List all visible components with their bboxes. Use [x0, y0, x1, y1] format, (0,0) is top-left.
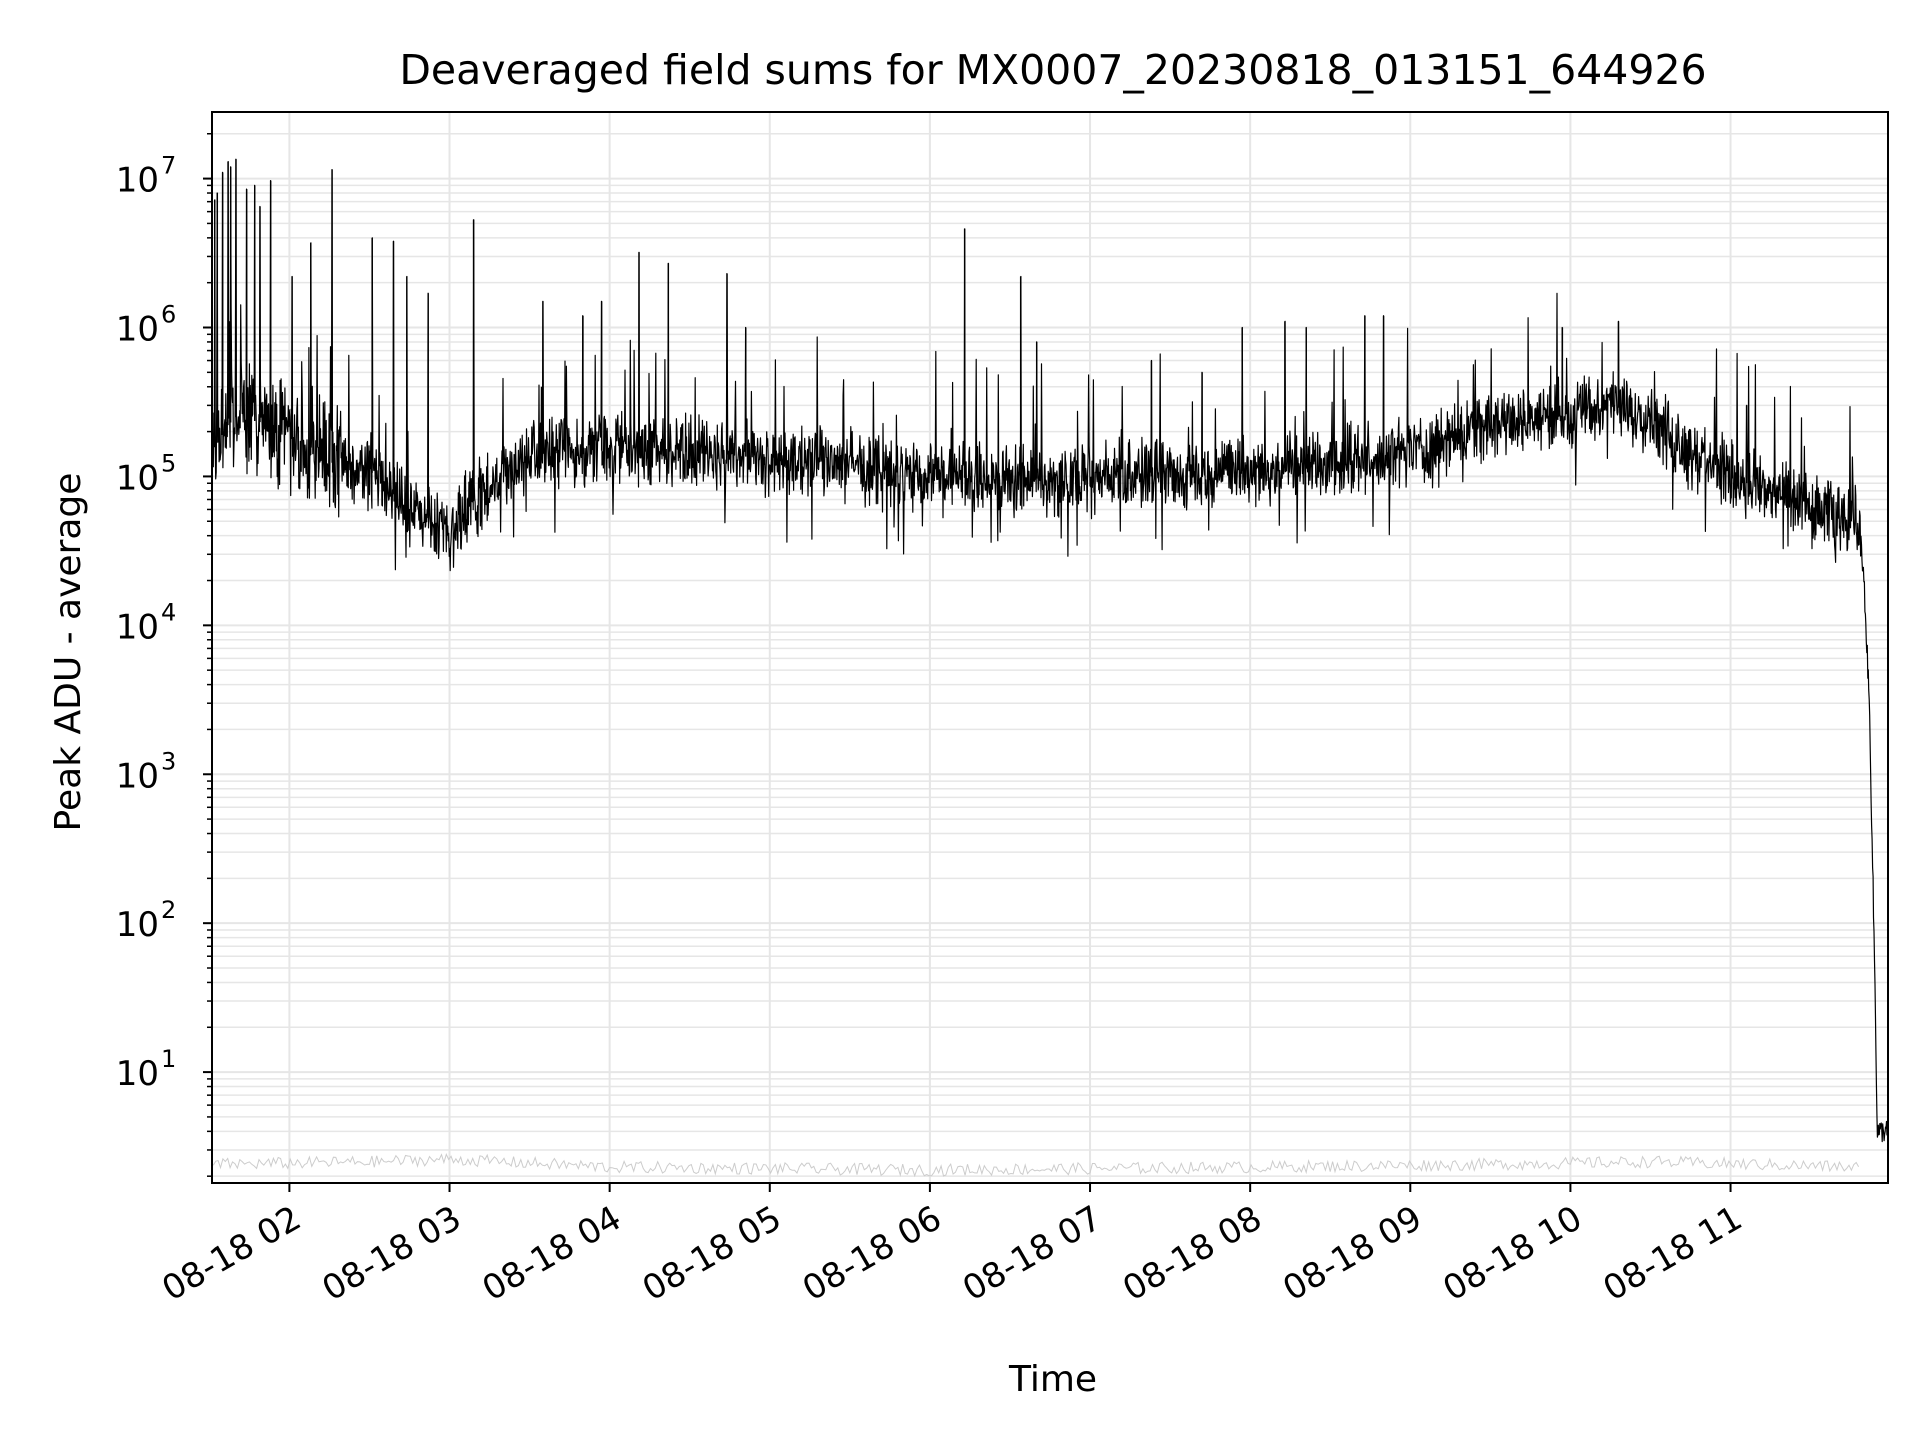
data-line-layer: [212, 158, 1889, 1178]
noise-floor-line: [212, 1152, 1860, 1178]
y-tick-label-exponent: 1: [161, 1045, 176, 1073]
y-tick-label-exponent: 6: [161, 301, 176, 329]
y-tick-label: 10: [116, 161, 159, 201]
y-tick-label-exponent: 2: [161, 896, 176, 924]
grid-layer: [212, 112, 1888, 1183]
y-tick-label: 10: [116, 905, 159, 945]
data-series-line: [212, 158, 1889, 1143]
chart-title: Deaveraged field sums for MX0007_2023081…: [399, 46, 1706, 94]
y-tick-label: 10: [116, 1054, 159, 1094]
y-tick-label: 10: [116, 607, 159, 647]
y-tick-label-exponent: 5: [161, 449, 176, 477]
y-tick-label: 10: [116, 756, 159, 796]
x-axis-label: Time: [1008, 1359, 1097, 1400]
y-tick-label: 10: [116, 310, 159, 350]
plot-frame: [211, 111, 1889, 1184]
y-tick-label-exponent: 3: [161, 747, 176, 775]
y-tick-label-exponent: 4: [161, 598, 176, 626]
y-axis-label: Peak ADU - average: [48, 473, 89, 832]
y-tick-label: 10: [116, 458, 159, 498]
y-tick-label-exponent: 7: [161, 152, 176, 180]
